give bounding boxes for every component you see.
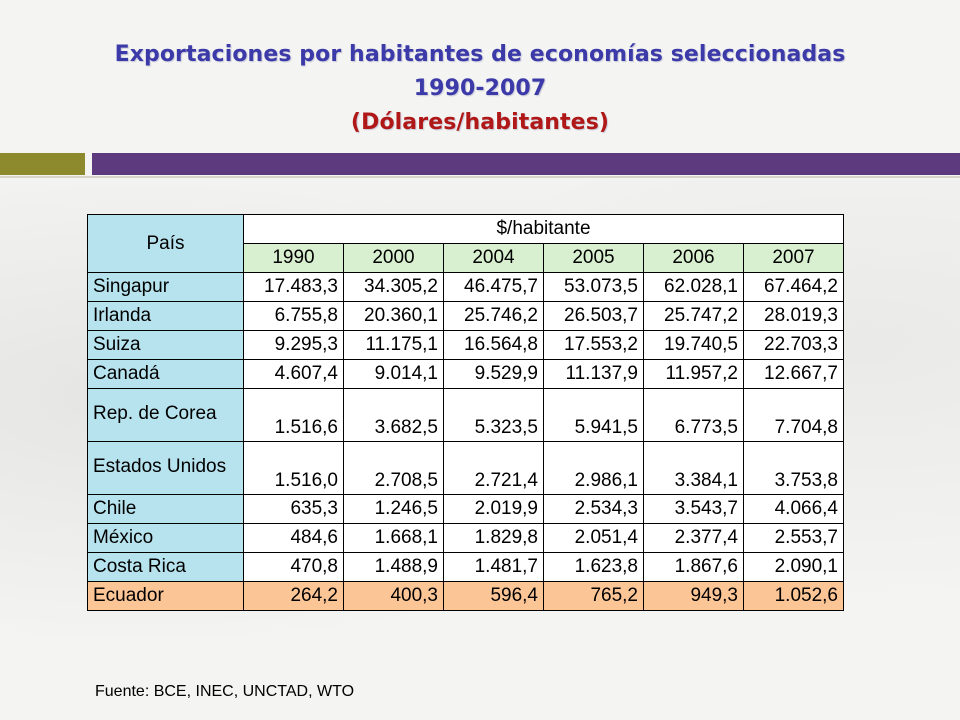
value-cell: 22.703,3 [743,330,844,360]
value-cell: 2.090,1 [743,552,844,582]
value-cell: 2.721,4 [443,441,544,495]
value-cell: 949,3 [643,581,744,611]
year-header: 2005 [543,243,644,273]
year-header: 1990 [243,243,344,273]
value-cell: 17.483,3 [243,272,344,302]
value-cell: 62.028,1 [643,272,744,302]
table-row-highlight: Ecuador 264,2 400,3 596,4 765,2 949,3 1.… [87,581,844,611]
value-cell: 400,3 [343,581,444,611]
value-cell: 1.052,6 [743,581,844,611]
source-note: Fuente: BCE, INEC, UNCTAD, WTO [95,683,355,700]
value-cell: 1.623,8 [543,552,644,582]
value-cell: 9.295,3 [243,330,344,360]
value-cell: 5.941,5 [543,388,644,442]
country-cell: Suiza [87,330,244,360]
exports-table: País $/habitante 1990 2000 2004 2005 200… [87,214,844,611]
country-cell: Singapur [87,272,244,302]
year-header: 2007 [743,243,844,273]
country-cell: Irlanda [87,301,244,331]
country-cell: Rep. de Corea [87,388,244,442]
value-cell: 53.073,5 [543,272,644,302]
value-cell: 3.384,1 [643,441,744,495]
value-cell: 11.137,9 [543,359,644,389]
group-header: $/habitante [243,214,844,244]
value-cell: 1.488,9 [343,552,444,582]
value-cell: 1.829,8 [443,523,544,553]
accent-bar-purple [92,153,960,175]
value-cell: 20.360,1 [343,301,444,331]
value-cell: 17.553,2 [543,330,644,360]
slide-title: Exportaciones por habitantes de economía… [0,38,960,140]
value-cell: 1.867,6 [643,552,744,582]
year-header: 2004 [443,243,544,273]
value-cell: 4.066,4 [743,494,844,524]
table-row: Irlanda 6.755,8 20.360,1 25.746,2 26.503… [87,301,844,331]
country-cell: México [87,523,244,553]
accent-bar-olive [0,153,85,175]
value-cell: 9.529,9 [443,359,544,389]
value-cell: 2.986,1 [543,441,644,495]
value-cell: 67.464,2 [743,272,844,302]
value-cell: 2.019,9 [443,494,544,524]
value-cell: 3.682,5 [343,388,444,442]
value-cell: 6.755,8 [243,301,344,331]
value-cell: 28.019,3 [743,301,844,331]
table-row: Chile 635,3 1.246,5 2.019,9 2.534,3 3.54… [87,494,844,524]
table-row: Estados Unidos 1.516,0 2.708,5 2.721,4 2… [87,441,844,495]
value-cell: 26.503,7 [543,301,644,331]
year-header: 2006 [643,243,744,273]
value-cell: 2.534,3 [543,494,644,524]
value-cell: 6.773,5 [643,388,744,442]
value-cell: 9.014,1 [343,359,444,389]
value-cell: 1.481,7 [443,552,544,582]
value-cell: 484,6 [243,523,344,553]
value-cell: 11.957,2 [643,359,744,389]
value-cell: 470,8 [243,552,344,582]
year-header: 2000 [343,243,444,273]
country-cell: Ecuador [87,581,244,611]
value-cell: 1.246,5 [343,494,444,524]
value-cell: 635,3 [243,494,344,524]
country-cell: Estados Unidos [87,441,244,495]
value-cell: 765,2 [543,581,644,611]
title-line-1: Exportaciones por habitantes de economía… [114,42,846,67]
value-cell: 1.516,6 [243,388,344,442]
value-cell: 12.667,7 [743,359,844,389]
table-row: Suiza 9.295,3 11.175,1 16.564,8 17.553,2… [87,330,844,360]
value-cell: 5.323,5 [443,388,544,442]
value-cell: 596,4 [443,581,544,611]
value-cell: 264,2 [243,581,344,611]
divider-line [0,176,960,178]
value-cell: 2.708,5 [343,441,444,495]
title-line-3: (Dólares/habitantes) [350,110,610,135]
value-cell: 2.553,7 [743,523,844,553]
table-row: Canadá 4.607,4 9.014,1 9.529,9 11.137,9 … [87,359,844,389]
value-cell: 7.704,8 [743,388,844,442]
value-cell: 34.305,2 [343,272,444,302]
country-cell: Canadá [87,359,244,389]
country-cell: Costa Rica [87,552,244,582]
table-row: Costa Rica 470,8 1.488,9 1.481,7 1.623,8… [87,552,844,582]
table-row: Singapur 17.483,3 34.305,2 46.475,7 53.0… [87,272,844,302]
value-cell: 25.746,2 [443,301,544,331]
value-cell: 2.051,4 [543,523,644,553]
value-cell: 1.668,1 [343,523,444,553]
value-cell: 46.475,7 [443,272,544,302]
title-line-2: 1990-2007 [413,76,547,101]
country-column-header: País [87,214,244,273]
country-cell: Chile [87,494,244,524]
value-cell: 1.516,0 [243,441,344,495]
value-cell: 25.747,2 [643,301,744,331]
value-cell: 3.543,7 [643,494,744,524]
table-row: Rep. de Corea 1.516,6 3.682,5 5.323,5 5.… [87,388,844,442]
value-cell: 2.377,4 [643,523,744,553]
value-cell: 4.607,4 [243,359,344,389]
table-row: México 484,6 1.668,1 1.829,8 2.051,4 2.3… [87,523,844,553]
value-cell: 11.175,1 [343,330,444,360]
value-cell: 16.564,8 [443,330,544,360]
value-cell: 19.740,5 [643,330,744,360]
value-cell: 3.753,8 [743,441,844,495]
